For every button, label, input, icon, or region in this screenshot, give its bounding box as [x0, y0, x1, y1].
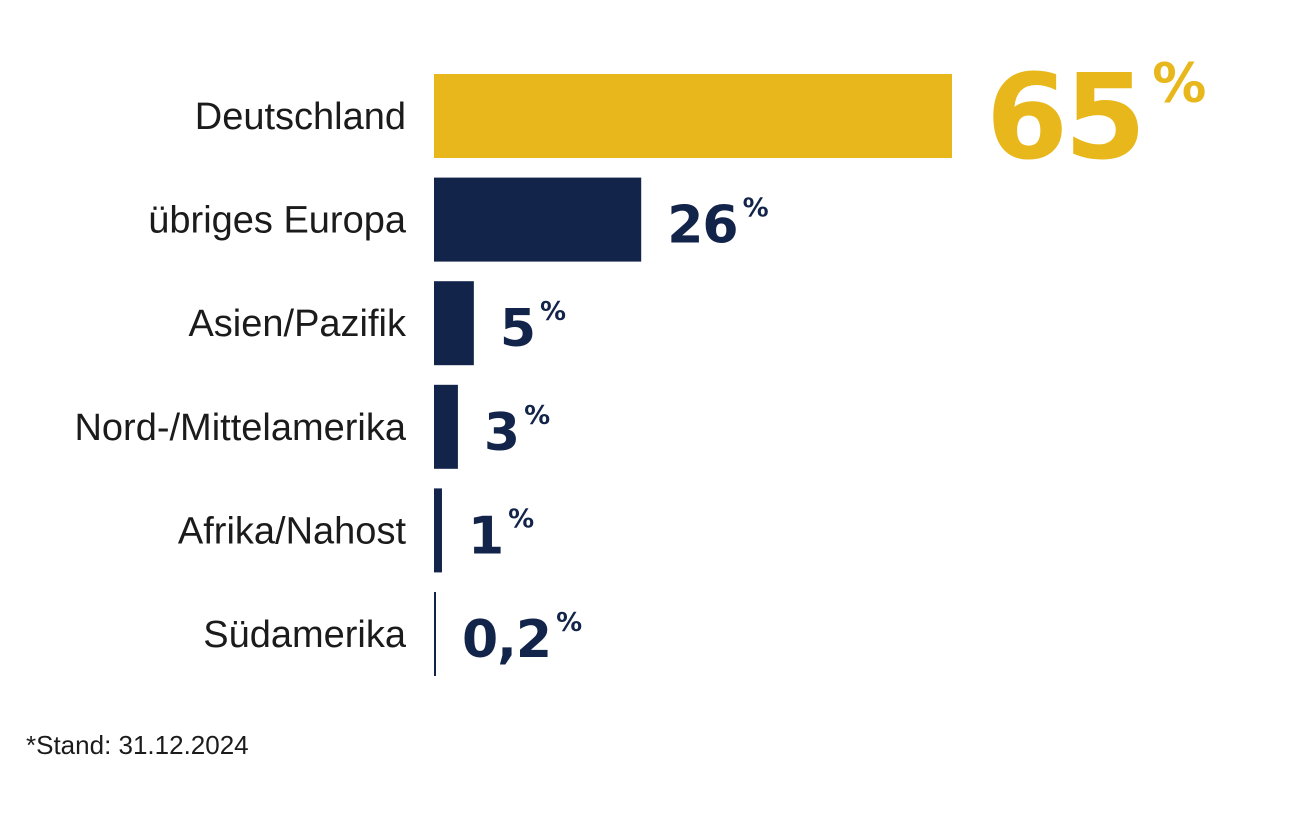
percent-sign: %: [524, 401, 550, 431]
data-label: 0,2: [462, 610, 551, 670]
bar-highlight: [434, 74, 952, 158]
footnote: *Stand: 31.12.2024: [26, 730, 249, 760]
bar: [434, 384, 458, 469]
bar: [434, 281, 474, 366]
category-label: Südamerika: [203, 614, 407, 656]
percent-sign: %: [556, 608, 582, 638]
percent-sign: %: [508, 504, 534, 534]
category-label: Asien/Pazifik: [188, 303, 407, 345]
data-label: 26: [667, 196, 737, 256]
data-label: 65: [986, 48, 1142, 186]
bar: [434, 592, 436, 676]
percent-sign: %: [540, 297, 566, 327]
bar: [434, 488, 442, 573]
data-label: 5: [500, 299, 535, 359]
category-label: übriges Europa: [148, 200, 407, 242]
percent-sign: %: [743, 194, 769, 224]
category-label: Deutschland: [195, 96, 406, 138]
percent-sign: %: [1152, 51, 1206, 114]
bar: [434, 177, 642, 262]
data-label: 1: [468, 506, 503, 566]
category-label: Nord-/Mittelamerika: [74, 407, 406, 449]
data-label: 3: [484, 403, 519, 463]
category-label: Afrika/Nahost: [178, 510, 407, 552]
